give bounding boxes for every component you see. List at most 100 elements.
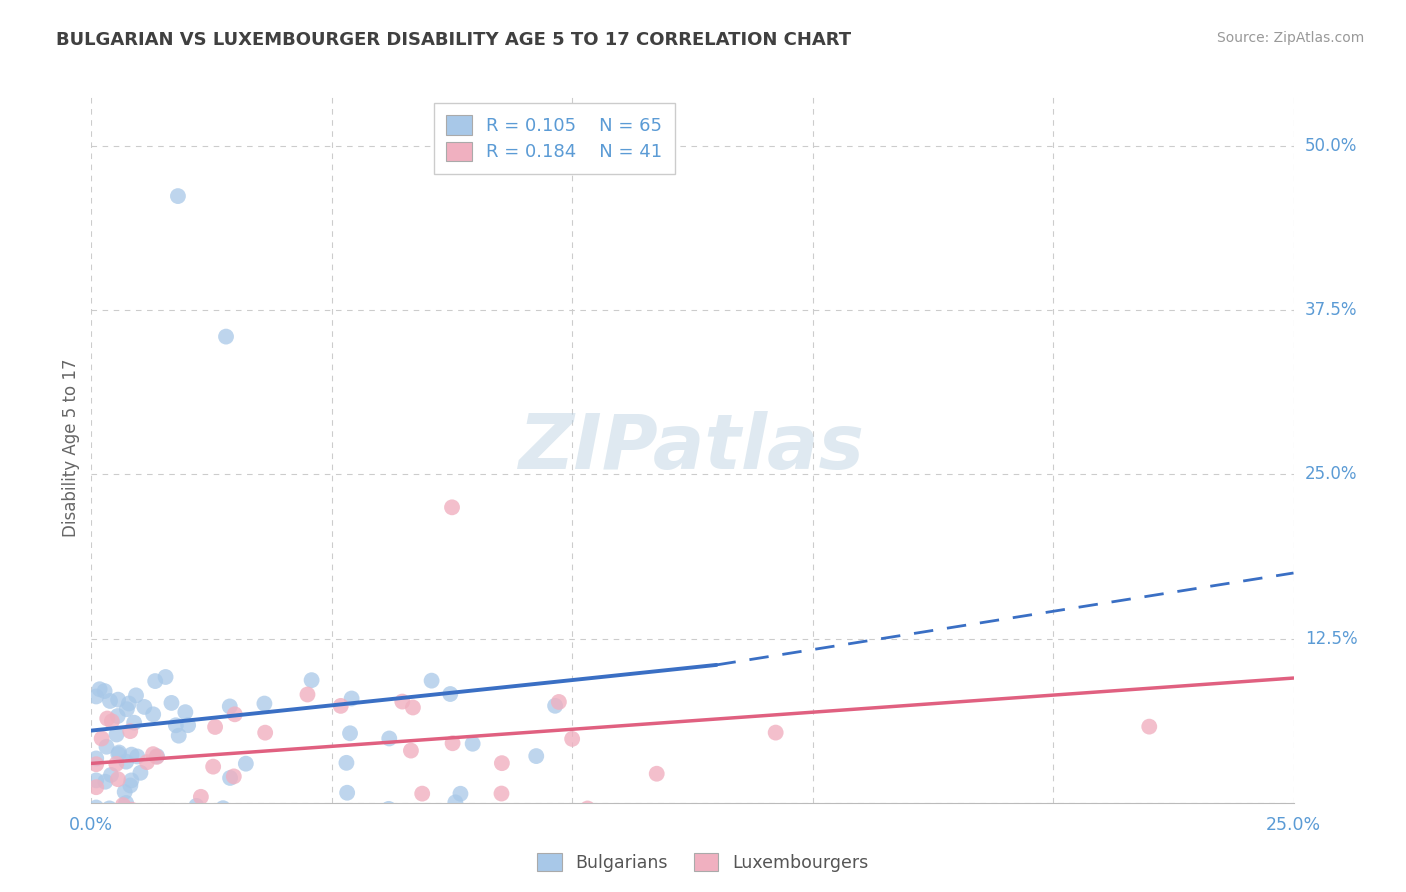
Point <box>96 739 118 754</box>
Point <box>114 785 136 799</box>
Text: BULGARIAN VS LUXEMBOURGER DISABILITY AGE 5 TO 17 CORRELATION CHART: BULGARIAN VS LUXEMBOURGER DISABILITY AGE… <box>56 31 852 49</box>
Point <box>340 691 363 706</box>
Point <box>93 684 115 698</box>
Point <box>101 714 124 729</box>
Point <box>105 756 128 771</box>
Point <box>146 749 169 764</box>
Point <box>204 720 226 734</box>
Point <box>145 750 167 764</box>
Point <box>142 707 165 722</box>
Point <box>399 743 422 757</box>
Point <box>97 808 120 822</box>
Point <box>94 774 117 789</box>
Point <box>105 727 128 741</box>
Text: 37.5%: 37.5% <box>1305 301 1357 319</box>
Point <box>329 698 352 713</box>
Point <box>84 805 107 820</box>
Point <box>186 798 208 813</box>
Point <box>444 795 467 809</box>
Point <box>98 694 121 708</box>
Point <box>219 771 242 785</box>
Point <box>98 801 121 815</box>
Point <box>84 690 107 704</box>
Point <box>134 700 156 714</box>
Point <box>297 688 319 702</box>
Point <box>491 756 513 771</box>
Legend: R = 0.105    N = 65, R = 0.184    N = 41: R = 0.105 N = 65, R = 0.184 N = 41 <box>433 103 675 174</box>
Point <box>108 809 131 823</box>
Point <box>561 731 583 746</box>
Point <box>440 500 463 515</box>
Point <box>253 697 276 711</box>
Point <box>378 731 401 746</box>
Text: 50.0%: 50.0% <box>1305 137 1357 155</box>
Point <box>336 786 359 800</box>
Point <box>402 700 425 714</box>
Point <box>120 724 142 739</box>
Point <box>167 729 190 743</box>
Point <box>254 725 277 739</box>
Point <box>127 749 149 764</box>
Point <box>544 698 567 713</box>
Point <box>117 809 139 823</box>
Point <box>224 707 246 722</box>
Point <box>339 726 361 740</box>
Point <box>118 697 141 711</box>
Point <box>441 736 464 750</box>
Point <box>108 746 131 760</box>
Point <box>420 673 443 688</box>
Point <box>100 768 122 782</box>
Point <box>90 731 112 746</box>
Point <box>101 809 124 823</box>
Point <box>107 709 129 723</box>
Point <box>491 787 513 801</box>
Point <box>246 809 269 823</box>
Point <box>155 670 177 684</box>
Point <box>89 682 111 697</box>
Point <box>115 796 138 810</box>
Point <box>84 780 107 795</box>
Point <box>391 695 413 709</box>
Point <box>84 757 107 772</box>
Point <box>143 674 166 689</box>
Point <box>765 725 787 739</box>
Point <box>135 755 157 769</box>
Point <box>107 692 129 706</box>
Point <box>84 773 107 788</box>
Point <box>177 718 200 732</box>
Point <box>449 787 471 801</box>
Point <box>160 696 183 710</box>
Point <box>576 801 599 815</box>
Point <box>84 800 107 814</box>
Point <box>524 749 547 764</box>
Point <box>301 673 323 687</box>
Point <box>235 756 257 771</box>
Point <box>96 712 118 726</box>
Point <box>190 789 212 804</box>
Point <box>167 189 190 203</box>
Text: Source: ZipAtlas.com: Source: ZipAtlas.com <box>1216 31 1364 45</box>
Point <box>111 809 134 823</box>
Point <box>1137 720 1160 734</box>
Point <box>120 773 142 788</box>
Point <box>335 756 357 770</box>
Point <box>215 329 238 343</box>
Point <box>84 751 107 765</box>
Text: 25.0%: 25.0% <box>1305 466 1357 483</box>
Point <box>212 801 235 815</box>
Point <box>218 699 240 714</box>
Point <box>115 755 138 769</box>
Legend: Bulgarians, Luxembourgers: Bulgarians, Luxembourgers <box>530 847 876 879</box>
Point <box>439 687 461 701</box>
Point <box>121 803 143 817</box>
Point <box>461 737 484 751</box>
Point <box>120 779 142 793</box>
Point <box>174 705 197 719</box>
Point <box>107 772 129 787</box>
Point <box>107 747 129 761</box>
Point <box>115 702 138 716</box>
Point <box>453 809 475 823</box>
Point <box>645 766 668 780</box>
Y-axis label: Disability Age 5 to 17: Disability Age 5 to 17 <box>62 359 80 538</box>
Point <box>100 809 122 823</box>
